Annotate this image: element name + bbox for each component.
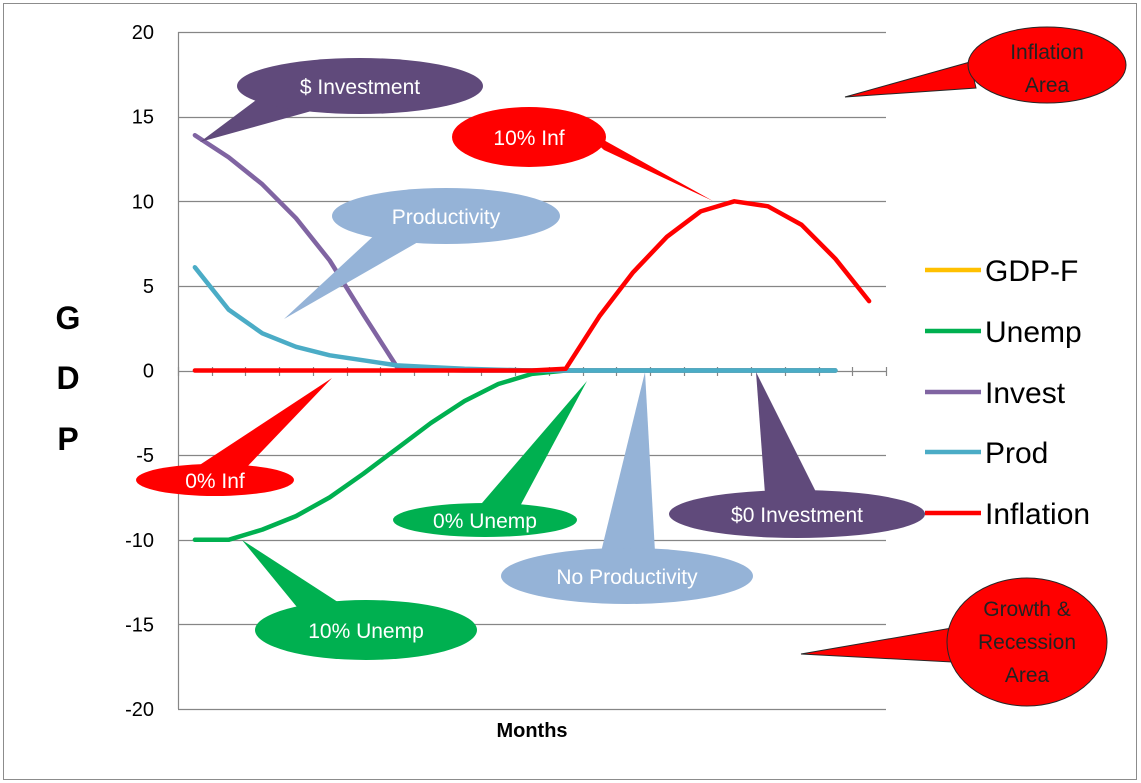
- callout-pointer: [756, 372, 817, 494]
- callout-label: Inflation Area: [1010, 41, 1084, 97]
- y-axis-label-letter: G: [56, 300, 81, 336]
- callout-investment: $ Investment: [200, 58, 483, 142]
- callout-pointer-join: [970, 62, 976, 88]
- callout-productivity: Productivity: [284, 188, 560, 319]
- legend-item-unemp: Unemp: [925, 316, 1082, 349]
- callout-bubble: [669, 490, 925, 538]
- legend-label: Unemp: [985, 316, 1082, 349]
- callout-inflation-area: Inflation Area: [844, 26, 1127, 104]
- legend-item-invest: Invest: [925, 377, 1066, 410]
- legend-label: Inflation: [985, 498, 1090, 531]
- callout-label: 10% Unemp: [308, 620, 424, 643]
- y-tick-label: -5: [136, 445, 154, 467]
- callout-pointer: [476, 381, 587, 510]
- y-tick-label: 10: [132, 191, 154, 213]
- y-tick-label: 20: [132, 22, 154, 44]
- series-lines: [192, 132, 872, 543]
- callout-0pct-inf: 0% Inf: [136, 378, 332, 496]
- callout-label: $ Investment: [300, 76, 420, 99]
- y-axis-label-letter: D: [56, 360, 79, 396]
- callout-no-productivity: No Productivity: [501, 372, 753, 604]
- callout-bubble: [136, 464, 294, 496]
- y-axis-label-letter: P: [57, 421, 78, 457]
- legend-label: GDP-F: [985, 255, 1078, 288]
- y-tick-label: -15: [125, 614, 154, 636]
- callout-pointer: [284, 230, 425, 319]
- callout-growth-recession-area: Growth & Recession Area: [800, 577, 1108, 707]
- callout-10pct-inf: 10% Inf: [452, 107, 713, 201]
- y-tick-label: 0: [143, 361, 154, 383]
- callout-bubble: [452, 107, 606, 167]
- series-line-inflation: [192, 199, 872, 373]
- legend: GDP-F Unemp Invest Prod Inflation: [925, 255, 1090, 531]
- callout-pointer: [242, 540, 344, 612]
- callout-bubble: [237, 58, 483, 114]
- y-tick-label: 15: [132, 107, 154, 129]
- callout-bubble: [946, 577, 1108, 707]
- callout-label: 10% Inf: [493, 127, 564, 150]
- y-tick-label: -10: [125, 530, 154, 552]
- y-tick-label: 5: [143, 276, 154, 298]
- legend-label: Prod: [985, 437, 1048, 470]
- chart-border: [3, 3, 1137, 780]
- callout-zero-investment: $0 Investment: [669, 372, 925, 538]
- y-tick-label: -20: [125, 699, 154, 721]
- callout-label: $0 Investment: [731, 504, 863, 527]
- callout-bubble: [255, 600, 477, 660]
- callout-label: 0% Inf: [185, 470, 245, 493]
- callout-pointer: [575, 124, 713, 201]
- legend-item-gdp-f: GDP-F: [925, 255, 1078, 288]
- legend-label: Invest: [985, 377, 1066, 410]
- callout-pointer: [192, 378, 332, 470]
- y-tick-labels: 20 15 10 5 0 -5 -10 -15 -20: [125, 22, 154, 721]
- callouts: $ Investment 10% Inf Productivity 0% Inf 0% …: [136, 26, 1127, 707]
- callout-10pct-unemp: 10% Unemp: [242, 540, 477, 660]
- callout-bubble: [393, 503, 577, 537]
- callout-bubble: [501, 548, 753, 604]
- legend-item-inflation: Inflation: [925, 498, 1090, 531]
- x-axis-label: Months: [496, 720, 567, 742]
- callout-0pct-unemp: 0% Unemp: [393, 381, 587, 537]
- callout-bubble: [332, 188, 560, 244]
- callout-label: No Productivity: [556, 566, 698, 589]
- y-axis-label: GDP: [56, 300, 81, 457]
- callout-label: Productivity: [392, 206, 501, 229]
- callout-label: 0% Unemp: [433, 510, 537, 533]
- callout-pointer: [601, 372, 655, 552]
- legend-item-prod: Prod: [925, 437, 1048, 470]
- callout-bubble: [967, 26, 1127, 104]
- callout-label: Growth & Recession Area: [978, 598, 1076, 687]
